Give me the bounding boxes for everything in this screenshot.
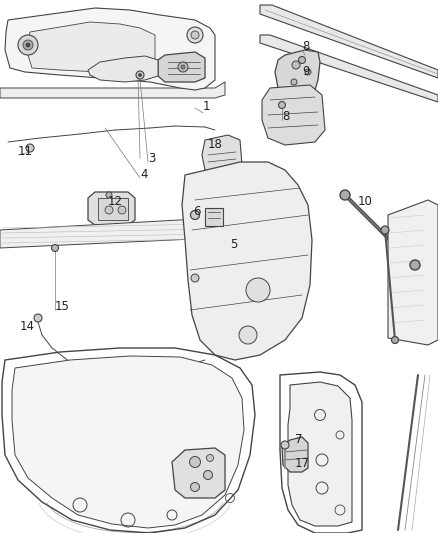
Text: 5: 5: [230, 238, 237, 251]
Circle shape: [178, 62, 188, 72]
Polygon shape: [172, 448, 225, 498]
Circle shape: [381, 226, 389, 234]
Circle shape: [246, 278, 270, 302]
Text: 15: 15: [55, 300, 70, 313]
Text: 4: 4: [140, 168, 148, 181]
Polygon shape: [282, 437, 308, 472]
Polygon shape: [12, 356, 244, 528]
Circle shape: [292, 61, 300, 69]
Circle shape: [105, 206, 113, 214]
Circle shape: [191, 482, 199, 491]
Polygon shape: [88, 192, 135, 225]
Circle shape: [118, 206, 126, 214]
Circle shape: [299, 56, 305, 63]
Polygon shape: [202, 135, 242, 178]
Circle shape: [191, 31, 199, 39]
Circle shape: [26, 43, 30, 47]
Polygon shape: [28, 22, 155, 72]
Circle shape: [392, 336, 399, 343]
Polygon shape: [275, 50, 320, 95]
Circle shape: [281, 441, 289, 449]
Circle shape: [340, 190, 350, 200]
Text: 12: 12: [108, 195, 123, 208]
Text: 8: 8: [302, 40, 309, 53]
Text: 8: 8: [282, 110, 290, 123]
Text: 11: 11: [18, 145, 33, 158]
Text: 1: 1: [203, 100, 211, 113]
Circle shape: [187, 27, 203, 43]
Polygon shape: [0, 82, 225, 98]
Text: 18: 18: [208, 138, 223, 151]
Text: 14: 14: [20, 320, 35, 333]
Polygon shape: [158, 52, 205, 82]
Text: 6: 6: [193, 205, 201, 218]
Circle shape: [26, 144, 34, 152]
Circle shape: [136, 71, 144, 79]
Text: 17: 17: [295, 457, 310, 470]
Polygon shape: [0, 218, 220, 248]
Circle shape: [291, 79, 297, 85]
Text: 10: 10: [358, 195, 373, 208]
Circle shape: [181, 65, 185, 69]
Bar: [205, 208, 223, 226]
Circle shape: [191, 211, 199, 220]
Circle shape: [190, 456, 201, 467]
Polygon shape: [260, 35, 438, 102]
Text: 7: 7: [295, 433, 303, 446]
Polygon shape: [288, 382, 352, 526]
Polygon shape: [88, 56, 158, 82]
Circle shape: [239, 326, 257, 344]
Circle shape: [204, 471, 212, 480]
Circle shape: [279, 101, 286, 109]
Polygon shape: [5, 8, 215, 90]
Polygon shape: [262, 85, 325, 145]
Circle shape: [206, 455, 213, 462]
Circle shape: [138, 74, 141, 77]
Circle shape: [18, 35, 38, 55]
Text: 9: 9: [302, 65, 310, 78]
Polygon shape: [260, 5, 438, 78]
Circle shape: [34, 314, 42, 322]
Circle shape: [191, 274, 199, 282]
Circle shape: [410, 260, 420, 270]
Circle shape: [23, 40, 33, 50]
Text: 3: 3: [148, 152, 155, 165]
Circle shape: [106, 192, 112, 198]
Bar: [98, 198, 128, 220]
Polygon shape: [388, 200, 438, 345]
Circle shape: [52, 245, 59, 252]
Circle shape: [305, 69, 311, 75]
Polygon shape: [182, 162, 312, 360]
